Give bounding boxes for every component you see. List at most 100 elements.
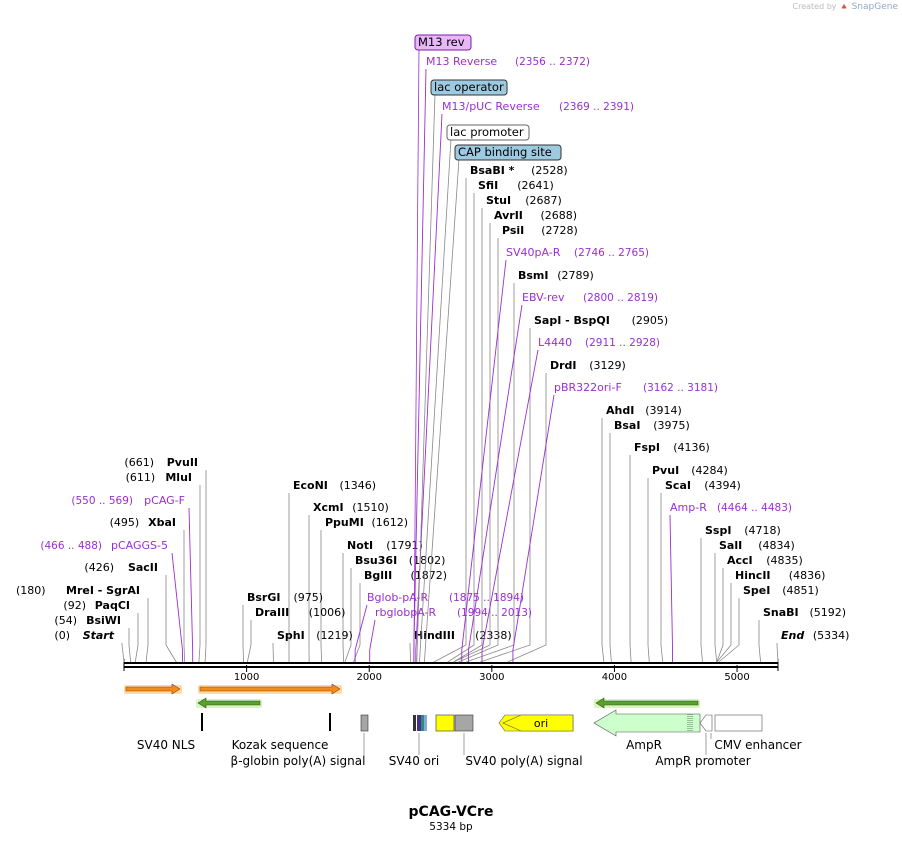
site-name: BsrGI xyxy=(247,591,280,604)
tag-label: CAP binding site xyxy=(458,145,552,159)
site-name: AvrII xyxy=(494,209,523,222)
plasmid-length: 5334 bp xyxy=(429,821,473,833)
tag-box xyxy=(454,144,562,161)
primer-leader-line xyxy=(669,514,674,662)
primer-position: (2369 .. 2391) xyxy=(559,101,634,113)
credit-brand: SnapGene xyxy=(851,2,898,12)
primer-name: Amp-R xyxy=(670,501,707,514)
primer-name: EBV-rev xyxy=(522,291,565,304)
site-name: BsaI xyxy=(614,419,640,432)
site-position: (1346) xyxy=(340,479,377,492)
site-position: (1791) xyxy=(386,539,423,552)
site-leader-line xyxy=(776,643,779,663)
site-position: (426) xyxy=(84,561,114,574)
axis-tick-label: 5000 xyxy=(724,672,749,683)
site-position: (3914) xyxy=(645,404,682,417)
site-leader-line xyxy=(121,643,125,663)
primer-leader-line xyxy=(468,304,523,662)
feature-small-mark-2 xyxy=(417,715,421,731)
site-leader-line xyxy=(716,583,732,663)
site-name: AhdI xyxy=(606,404,634,417)
site-position: (5334) xyxy=(813,629,850,642)
site-position: (1612) xyxy=(372,516,409,529)
backbone-top-strand xyxy=(124,662,778,664)
site-name: MluI xyxy=(165,471,192,484)
site-position: (4136) xyxy=(673,441,710,454)
site-name: PpuMI xyxy=(325,516,364,529)
site-name: BsiWI xyxy=(86,614,121,627)
feature-small-mark-4 xyxy=(424,715,427,731)
site-leader-line xyxy=(660,493,664,663)
site-leader-line xyxy=(453,223,491,663)
site-name: ScaI xyxy=(665,479,691,492)
site-position: (2641) xyxy=(517,179,554,192)
site-position: (5192) xyxy=(810,606,847,619)
site-position: (4851) xyxy=(782,584,819,597)
feature-small-mark-1 xyxy=(413,715,416,731)
site-leader-line xyxy=(700,538,703,663)
site-leader-line xyxy=(246,620,252,663)
feature-ampr-promoter-arrow xyxy=(699,714,713,732)
feature-ori-label: ori xyxy=(534,717,548,730)
site-leader-line xyxy=(128,628,132,663)
primer-leader-line xyxy=(171,552,183,662)
site-name: Bsu36I xyxy=(355,554,397,567)
feature-label: SV40 NLS xyxy=(137,738,195,752)
site-leader-line xyxy=(453,208,483,663)
primer-leader-line xyxy=(512,394,555,662)
site-name: Start xyxy=(83,629,115,642)
feature-label: SV40 ori xyxy=(389,754,440,768)
site-name: SspI xyxy=(705,524,731,537)
site-leader-line xyxy=(480,328,531,663)
feature-label: AmpR xyxy=(626,738,662,752)
tag-leader-line xyxy=(419,138,452,663)
primer-position: (1875 .. 1894) xyxy=(449,592,524,604)
site-leader-line xyxy=(134,613,139,663)
site-position: (661) xyxy=(124,456,154,469)
site-name: DraIII xyxy=(255,606,289,619)
tag-label: lac operator xyxy=(434,80,504,94)
site-leader-line xyxy=(758,620,761,663)
site-position: (495) xyxy=(110,516,140,529)
plasmid-title: pCAG-VCre xyxy=(409,804,494,820)
feature-small-mark-3 xyxy=(421,715,424,731)
axis-tick-label: 4000 xyxy=(602,672,627,683)
site-position: (180) xyxy=(16,584,46,597)
primer-leader-line xyxy=(369,619,376,662)
site-leader-line xyxy=(353,583,361,663)
tag-leader-line xyxy=(413,48,420,663)
primer-leader-line xyxy=(188,507,194,662)
site-name: EcoNI xyxy=(293,479,328,492)
primer-position: (2356 .. 2372) xyxy=(515,56,590,68)
site-position: (4718) xyxy=(744,524,781,537)
site-leader-line xyxy=(714,553,718,663)
site-leader-line xyxy=(344,568,352,663)
site-position: (4284) xyxy=(691,464,728,477)
feature-orange-arrow-2 xyxy=(199,683,341,695)
site-position: (92) xyxy=(63,599,86,612)
site-name: FspI xyxy=(634,441,660,454)
primer-position: (2746 .. 2765) xyxy=(574,247,649,259)
site-name: XcmI xyxy=(313,501,344,514)
feature-cmv-enhancer-box xyxy=(714,714,763,732)
site-name: SapI - BspQI xyxy=(534,314,610,327)
site-leader-line xyxy=(629,455,632,663)
feature-sv40-polya-box xyxy=(454,714,474,732)
feature-label: Kozak sequence xyxy=(232,738,329,752)
primer-leader-line xyxy=(461,259,507,662)
tag-label: M13 rev xyxy=(418,35,465,49)
feature-label: CMV enhancer xyxy=(714,738,801,752)
primer-name: SV40pA-R xyxy=(506,246,561,259)
site-name: DrdI xyxy=(550,359,577,372)
site-position: (2905) xyxy=(632,314,669,327)
site-position: (1872) xyxy=(411,569,448,582)
primer-name: M13/pUC Reverse xyxy=(442,100,540,113)
site-position: (4834) xyxy=(758,539,795,552)
site-position: (1802) xyxy=(409,554,446,567)
primer-name: rbglobpA-R xyxy=(375,606,436,619)
site-leader-line xyxy=(433,178,467,663)
site-name: SpeI xyxy=(743,584,770,597)
tag-box xyxy=(414,34,472,51)
axis-tick-label: 3000 xyxy=(479,672,504,683)
